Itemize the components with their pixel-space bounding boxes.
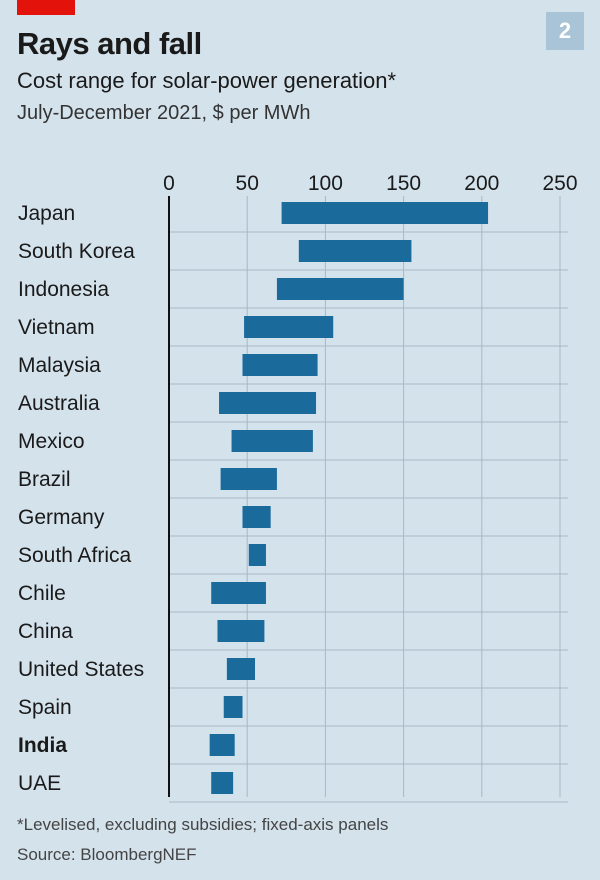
range-bar — [220, 468, 277, 490]
category-label: Japan — [18, 202, 75, 225]
chart-number-badge: 2 — [546, 12, 584, 50]
chart-subtitle: Cost range for solar-power generation* — [17, 68, 397, 93]
range-bar — [244, 316, 334, 338]
x-tick-label: 200 — [464, 172, 499, 195]
category-label: Brazil — [18, 468, 71, 491]
category-label: China — [18, 620, 73, 643]
x-tick-label: 100 — [308, 172, 343, 195]
category-label: Malaysia — [18, 354, 101, 377]
chart-title: Rays and fall — [17, 26, 202, 61]
category-label: Germany — [18, 506, 105, 529]
category-label: Spain — [18, 696, 72, 719]
category-label: South Korea — [18, 240, 135, 263]
category-label: United States — [18, 658, 144, 681]
source-note: Source: BloombergNEF — [17, 845, 197, 864]
chart-units: July-December 2021, $ per MWh — [17, 102, 311, 124]
range-bar — [211, 582, 266, 604]
range-bar — [281, 202, 489, 224]
category-label: Chile — [18, 582, 66, 605]
range-bar — [242, 506, 271, 528]
x-tick-label: 150 — [386, 172, 421, 195]
range-bar — [223, 696, 243, 718]
range-bar — [276, 278, 404, 300]
category-label: India — [18, 734, 67, 757]
range-bar — [217, 620, 265, 642]
x-tick-label: 0 — [163, 172, 175, 195]
x-tick-label: 50 — [236, 172, 259, 195]
range-bar — [211, 772, 234, 794]
range-bar — [219, 392, 317, 414]
footnote: *Levelised, excluding subsidies; fixed-a… — [17, 815, 389, 834]
range-bar — [298, 240, 412, 262]
range-bar — [231, 430, 313, 452]
category-label: Australia — [18, 392, 100, 415]
range-bar — [242, 354, 318, 376]
range-bar — [226, 658, 256, 680]
range-bar — [248, 544, 266, 566]
category-label: Mexico — [18, 430, 85, 453]
category-label: Vietnam — [18, 316, 95, 339]
category-label: UAE — [18, 772, 61, 795]
brand-bar — [17, 0, 75, 15]
x-tick-label: 250 — [542, 172, 577, 195]
category-label: Indonesia — [18, 278, 109, 301]
category-label: South Africa — [18, 544, 132, 567]
range-bar — [209, 734, 235, 756]
